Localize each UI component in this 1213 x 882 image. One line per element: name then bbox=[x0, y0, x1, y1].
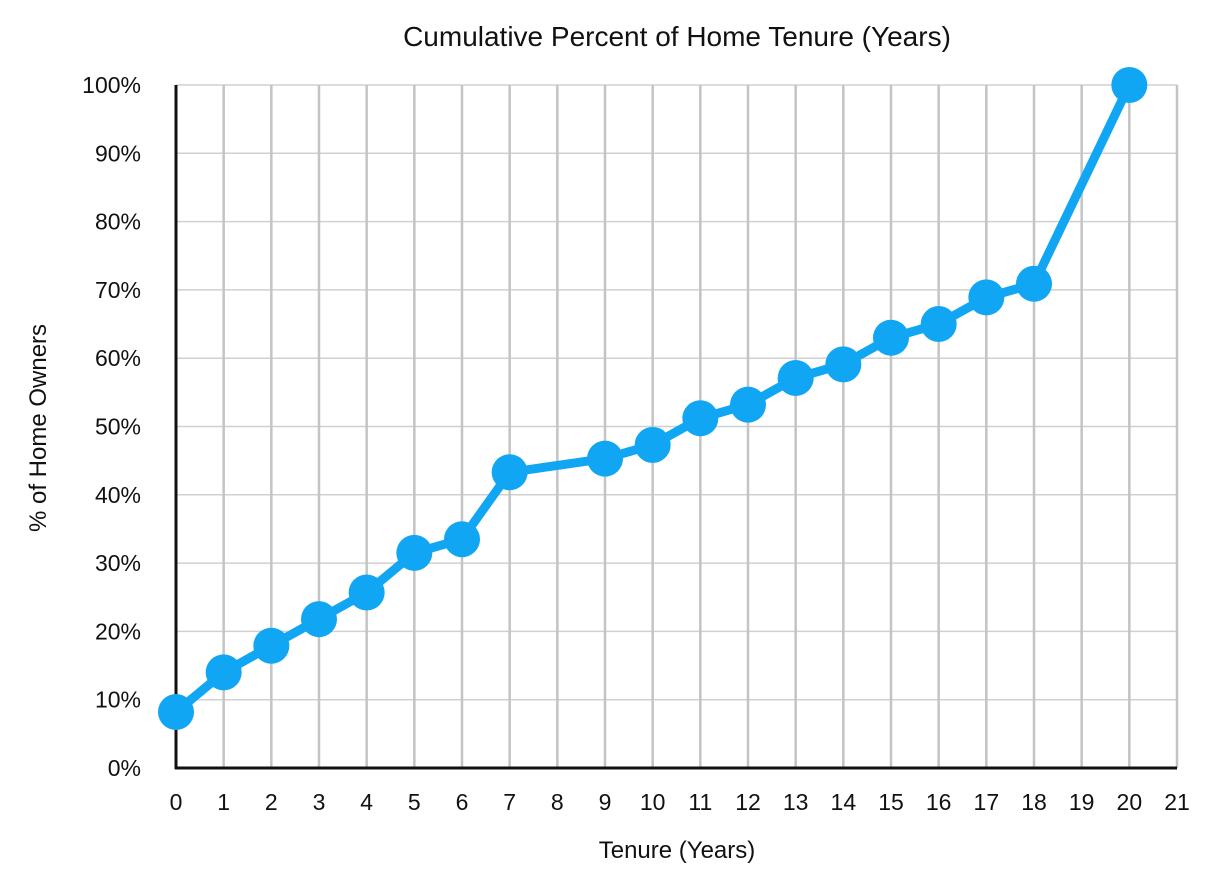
y-tick-label: 0% bbox=[108, 755, 141, 781]
data-point bbox=[1016, 265, 1052, 302]
data-point bbox=[777, 360, 814, 397]
data-point bbox=[205, 654, 242, 691]
x-tick-label: 10 bbox=[640, 789, 666, 815]
x-tick-label: 6 bbox=[456, 789, 469, 815]
data-point bbox=[682, 400, 719, 437]
y-tick-label: 40% bbox=[95, 482, 141, 508]
x-tick-label: 0 bbox=[170, 789, 183, 815]
y-axis-ticks: 0% 10% 20% 30% 40% 50% 60% 70% 80% 90% 100% bbox=[82, 72, 141, 781]
y-tick-label: 90% bbox=[95, 140, 141, 166]
series-layer bbox=[158, 67, 1148, 730]
y-tick-label: 70% bbox=[95, 277, 141, 303]
data-point bbox=[444, 521, 480, 558]
x-tick-label: 14 bbox=[831, 789, 857, 815]
x-tick-label: 18 bbox=[1021, 789, 1047, 815]
x-tick-label: 8 bbox=[551, 789, 564, 815]
data-point bbox=[634, 426, 671, 463]
grid-lines bbox=[176, 84, 1179, 768]
x-tick-label: 21 bbox=[1164, 789, 1190, 815]
axes bbox=[174, 85, 1177, 770]
y-tick-label: 10% bbox=[95, 687, 141, 713]
x-axis-ticks: 0 1 2 3 4 5 6 7 8 9 10 11 12 13 14 15 16 17 18 19 20 21 bbox=[170, 789, 1190, 815]
data-point bbox=[920, 306, 957, 343]
y-tick-label: 20% bbox=[95, 618, 141, 644]
data-point bbox=[158, 693, 194, 730]
data-point bbox=[301, 601, 337, 638]
data-point bbox=[396, 534, 433, 571]
data-point bbox=[253, 627, 290, 664]
y-tick-label: 50% bbox=[95, 414, 141, 440]
x-tick-label: 15 bbox=[878, 789, 904, 815]
x-tick-label: 7 bbox=[503, 789, 516, 815]
x-axis-label: Tenure (Years) bbox=[599, 837, 756, 864]
x-tick-label: 5 bbox=[408, 789, 421, 815]
x-tick-label: 20 bbox=[1117, 789, 1143, 815]
x-tick-label: 19 bbox=[1069, 789, 1095, 815]
x-tick-label: 4 bbox=[360, 789, 373, 815]
x-tick-label: 13 bbox=[783, 789, 809, 815]
x-tick-label: 12 bbox=[735, 789, 761, 815]
x-tick-label: 17 bbox=[974, 789, 1000, 815]
data-point bbox=[348, 574, 385, 611]
y-axis-label: % of Home Owners bbox=[25, 324, 52, 532]
data-point bbox=[968, 279, 1005, 316]
y-tick-label: 30% bbox=[95, 550, 141, 576]
data-point bbox=[730, 386, 766, 423]
x-tick-label: 16 bbox=[926, 789, 952, 815]
x-tick-label: 11 bbox=[688, 789, 712, 815]
y-tick-label: 100% bbox=[82, 72, 141, 98]
data-point bbox=[1111, 67, 1148, 103]
x-tick-label: 3 bbox=[313, 789, 326, 815]
data-point bbox=[873, 319, 909, 356]
data-point bbox=[491, 454, 528, 491]
x-tick-label: 2 bbox=[265, 789, 278, 815]
x-tick-label: 9 bbox=[599, 789, 612, 815]
y-tick-label: 60% bbox=[95, 345, 141, 371]
chart-title: Cumulative Percent of Home Tenure (Years… bbox=[403, 21, 951, 52]
y-tick-label: 80% bbox=[95, 209, 141, 235]
data-point bbox=[587, 440, 623, 477]
data-point bbox=[825, 346, 862, 383]
x-tick-label: 1 bbox=[217, 789, 230, 815]
